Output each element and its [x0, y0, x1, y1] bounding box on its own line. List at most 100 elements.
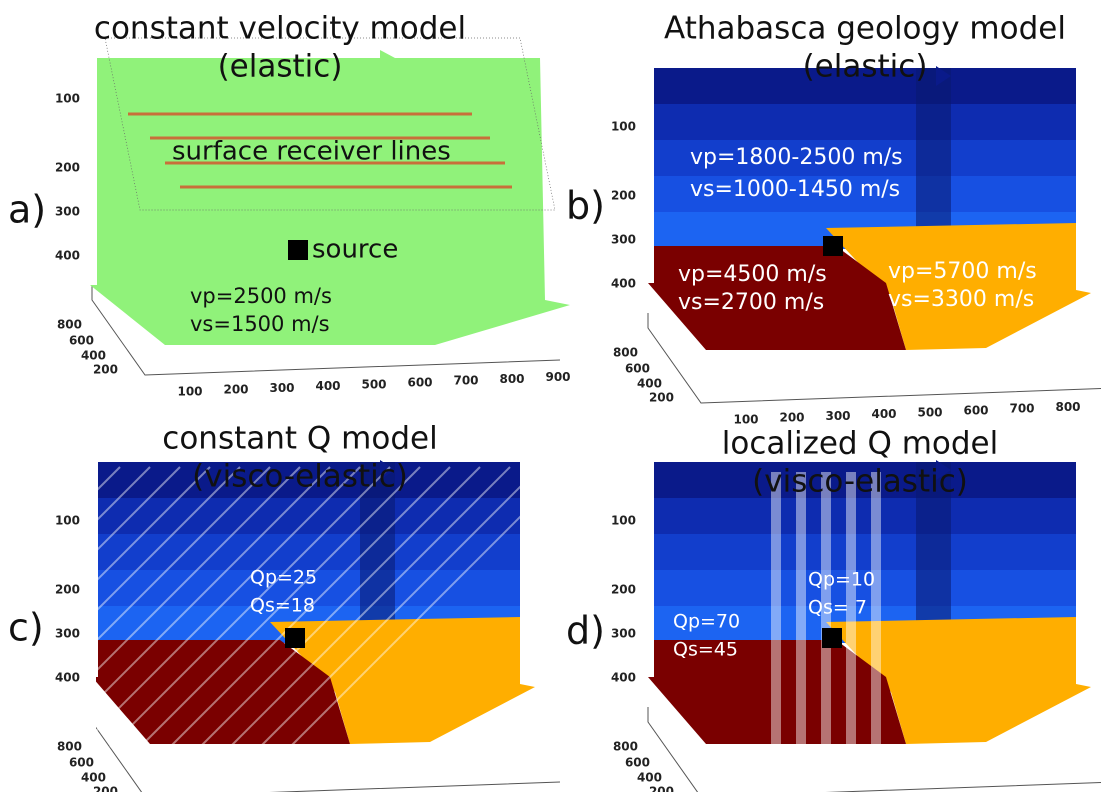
- layer: [654, 104, 1076, 141]
- depth-tick-label: 400: [611, 671, 636, 685]
- slow-layer: [92, 640, 350, 744]
- depth-tick-label: 400: [55, 249, 80, 263]
- source: [823, 236, 843, 256]
- y-tick-label: 200: [93, 363, 118, 377]
- axis-frame: [647, 313, 1101, 404]
- x-tick-label: 500: [361, 377, 386, 391]
- axis-frame: [91, 285, 561, 376]
- depth-tick-label: 300: [55, 205, 80, 219]
- section-arrow: [936, 66, 951, 86]
- layer: [654, 68, 1076, 105]
- depth-tick-label: 200: [611, 583, 636, 597]
- depth-tick-label: 400: [611, 277, 636, 291]
- x-tick-label: 400: [315, 379, 340, 393]
- depth-tick-label: 300: [611, 233, 636, 247]
- y-tick-label: 800: [613, 740, 638, 754]
- layer: [98, 498, 520, 535]
- title: Athabasca geology model: [664, 11, 1066, 47]
- depth-tick-label: 200: [611, 189, 636, 203]
- annotation: vs=2700 m/s: [678, 290, 824, 315]
- x-tick-label: 300: [269, 381, 294, 395]
- depth-tick-label: 100: [55, 514, 80, 528]
- layer: [98, 534, 520, 571]
- hatch: [169, 466, 451, 748]
- y-tick-label: 800: [57, 318, 82, 332]
- hatch: [139, 466, 421, 748]
- y-tick-label: 400: [637, 377, 662, 391]
- depth-tick-label: 300: [611, 627, 636, 641]
- panel: constant Q model(visco-elastic) c) Qp=25 Qs…: [0, 421, 571, 792]
- source: [288, 240, 308, 260]
- y-tick-label: 200: [649, 391, 674, 405]
- hatch: [289, 466, 571, 748]
- depth-tick-label: 100: [55, 92, 80, 106]
- annotation: Qs=18: [250, 595, 315, 617]
- hatch: [259, 466, 541, 748]
- x-tick-label: 600: [963, 404, 988, 418]
- layer: [654, 176, 1076, 213]
- x-tick-label: 400: [871, 407, 896, 421]
- hatch: [79, 466, 361, 748]
- annotation: vs=3300 m/s: [888, 287, 1034, 312]
- fast-layer: [826, 223, 1091, 350]
- title: (visco-elastic): [192, 459, 408, 495]
- x-tick-label: 900: [545, 370, 570, 384]
- fast-layer: [826, 617, 1091, 744]
- y-tick-label: 400: [637, 771, 662, 785]
- panel: localized Q model(visco-elastic) d) Qp=10 Q…: [566, 426, 1101, 792]
- panel-label: a): [8, 188, 46, 232]
- q-zone: [796, 472, 806, 754]
- annotation: vs=1500 m/s: [190, 312, 330, 336]
- hatch: [109, 466, 391, 748]
- q-zone: [846, 472, 856, 754]
- panel: Athabasca geology model(elastic) b) vp=180…: [566, 11, 1101, 427]
- section-arrow: [380, 50, 395, 66]
- panel-label: b): [566, 184, 605, 228]
- annotation: Qs=45: [673, 639, 738, 661]
- source: [822, 628, 842, 648]
- annotation: Qp=10: [808, 569, 875, 591]
- slow-layer: [648, 640, 906, 744]
- q-zone: [821, 472, 831, 754]
- annotation: Qp=70: [673, 611, 740, 633]
- layer: [654, 498, 1076, 535]
- hatch: [199, 466, 481, 748]
- title: localized Q model: [722, 426, 999, 462]
- y-tick-label: 400: [81, 349, 106, 363]
- hatch: [229, 466, 511, 748]
- x-tick-label: 100: [177, 385, 202, 399]
- layer: [654, 570, 1076, 607]
- y-tick-label: 600: [625, 362, 650, 376]
- panel-label: d): [566, 609, 605, 653]
- x-tick-label: 800: [499, 372, 524, 386]
- q-zone: [871, 472, 881, 754]
- x-tick-label: 600: [407, 376, 432, 390]
- annotation: source: [312, 235, 398, 265]
- y-tick-label: 400: [81, 771, 106, 785]
- title: (elastic): [803, 49, 928, 85]
- y-tick-label: 600: [69, 756, 94, 770]
- surface-plane: [104, 37, 556, 211]
- title: (visco-elastic): [752, 464, 968, 500]
- x-tick-label: 200: [223, 383, 248, 397]
- x-tick-label: 200: [779, 411, 804, 425]
- depth-tick-label: 100: [611, 120, 636, 134]
- layer: [98, 462, 520, 499]
- layer: [654, 534, 1076, 571]
- title: constant velocity model: [94, 11, 466, 47]
- section-arrow: [380, 460, 395, 480]
- depth-tick-label: 300: [55, 627, 80, 641]
- y-tick-label: 600: [625, 756, 650, 770]
- layer: [98, 570, 520, 607]
- annotation: vs=1000-1450 m/s: [690, 177, 900, 202]
- y-tick-label: 800: [57, 740, 82, 754]
- annotation: vp=1800-2500 m/s: [690, 145, 903, 170]
- depth-tick-label: 200: [55, 583, 80, 597]
- panel: constant velocity model(elastic) a) surfac…: [8, 11, 571, 399]
- depth-tick-label: 400: [55, 671, 80, 685]
- hatch-clip: [0, 442, 96, 782]
- annotation: vp=4500 m/s: [678, 262, 827, 287]
- y-tick-label: 200: [93, 785, 118, 792]
- slow-layer: [648, 246, 906, 350]
